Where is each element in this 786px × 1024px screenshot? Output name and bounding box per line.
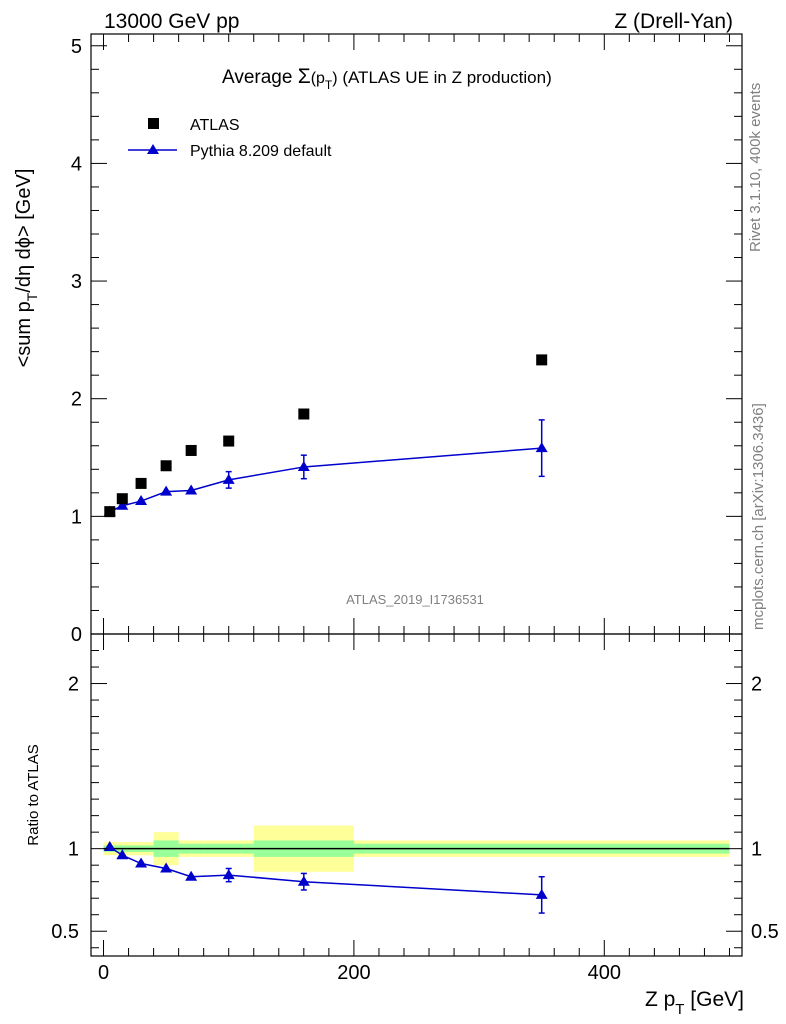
ratio-axis-ticks: [91, 634, 742, 956]
mc-series-line: [109, 447, 542, 513]
data-point: [298, 408, 310, 420]
x-label-subscript: T: [675, 1001, 684, 1018]
mc-point: [160, 485, 173, 496]
ratio-point: [160, 862, 173, 873]
ratio-point: [222, 869, 235, 880]
ratio-point: [135, 857, 148, 868]
legend-data-marker: [148, 118, 159, 129]
title-sigma: Σ: [298, 65, 311, 88]
mc-point: [297, 460, 310, 471]
mc-point: [135, 495, 148, 506]
y-tick-label: 5: [71, 36, 82, 58]
y-label-subscript: T: [24, 292, 40, 301]
main-mc-series: [103, 419, 548, 516]
x-label-unit: [GeV]: [684, 988, 744, 1011]
plot-title: Average Σ(pT) (ATLAS UE in Z production): [222, 65, 552, 92]
y-label-rest: /dη dϕ> [GeV]: [13, 169, 35, 293]
rivet-label: Rivet 3.1.10, 400k events: [747, 83, 764, 252]
title-prefix: Average: [222, 67, 298, 88]
ratio-y-tick-labels: 0.5 0.5 1 1 2 2: [51, 674, 779, 944]
ratio-y-tick-label: 0.5: [51, 921, 79, 943]
ratio-point: [116, 849, 129, 860]
header-right-label: Z (Drell-Yan): [614, 10, 733, 33]
x-axis-label: Z pT [GeV]: [645, 988, 744, 1018]
legend-data-label: ATLAS: [190, 117, 240, 134]
legend-mc-label: Pythia 8.209 default: [190, 143, 332, 160]
mc-point: [116, 499, 129, 510]
main-plot-frame: [90, 33, 743, 635]
data-point: [135, 477, 147, 489]
y-tick-label: 1: [71, 506, 82, 528]
mc-point: [222, 473, 235, 484]
ratio-y-tick-label-right: 2: [751, 674, 762, 696]
data-point: [536, 354, 548, 366]
data-point: [104, 506, 116, 518]
mc-point: [185, 484, 198, 495]
x-tick-labels: 0 200 400: [98, 962, 621, 984]
ratio-y-tick-label-right: 0.5: [751, 921, 779, 943]
ratio-point: [535, 888, 548, 899]
title-subscript: T: [325, 78, 333, 92]
data-point: [185, 444, 197, 456]
mcplots-label: mcplots.cern.ch [arXiv:1306.3436]: [750, 403, 767, 630]
ratio-y-tick-label: 2: [68, 674, 79, 696]
x-tick-label: 200: [337, 962, 370, 984]
legend: ATLAS Pythia 8.209 default: [128, 117, 332, 160]
ratio-point: [297, 875, 310, 886]
x-tick-label: 400: [588, 962, 621, 984]
ratio-y-tick-label-right: 1: [751, 839, 762, 861]
header-left-label: 13000 GeV pp: [104, 10, 239, 33]
main-y-tick-labels: 0 1 2 3 4 5: [71, 36, 82, 646]
y-tick-label: 4: [71, 153, 82, 175]
ratio-y-tick-label: 1: [68, 839, 79, 861]
title-suffix: (ATLAS UE in Z production): [338, 68, 552, 87]
title-paren-open: (p: [311, 70, 325, 87]
ratio-mc-series: [103, 841, 548, 914]
y-tick-label: 0: [71, 624, 82, 646]
legend-mc-marker: [147, 144, 159, 154]
main-y-axis-label: <sum pT/dη dϕ> [GeV]: [13, 169, 40, 368]
ratio-point: [185, 870, 198, 881]
main-axis-ticks: [91, 34, 742, 635]
x-label-main: Z p: [645, 988, 675, 1011]
mc-point: [535, 442, 548, 453]
y-tick-label: 3: [71, 271, 82, 293]
data-point: [116, 493, 128, 505]
main-data-series: [104, 354, 548, 518]
x-tick-label: 0: [98, 962, 109, 984]
title-paren-close: ): [332, 70, 337, 87]
ratio-y-axis-label: Ratio to ATLAS: [25, 744, 42, 845]
ratio-plot-frame: [90, 633, 743, 957]
analysis-label: ATLAS_2019_I1736531: [346, 592, 484, 607]
y-tick-label: 2: [71, 389, 82, 411]
data-point: [223, 435, 235, 447]
data-point: [160, 460, 172, 472]
